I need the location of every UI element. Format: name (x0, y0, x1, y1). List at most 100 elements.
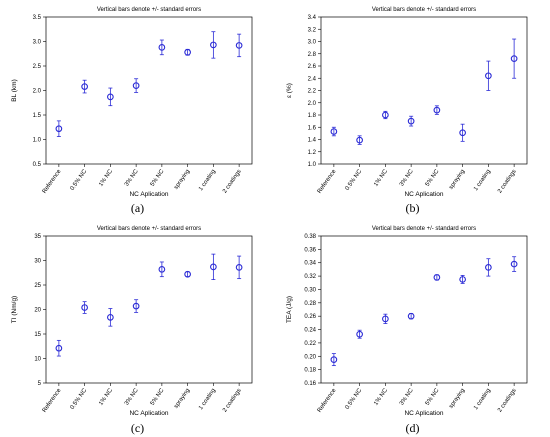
chart-c-xtick-label: 3% NC (124, 387, 140, 407)
chart-b-ytick-label: 3.2 (308, 27, 317, 33)
chart-d-plot-frame (320, 235, 528, 384)
chart-b-data-point (459, 129, 466, 137)
caption-c: (c) (130, 421, 145, 435)
chart-panel-b: Vertical bars denote +/- standard errors… (275, 0, 550, 218)
chart-a-xlabel: NC Aplication (129, 191, 168, 198)
chart-b-xtick-label: 1% NC (373, 168, 389, 188)
chart-a-data-point (235, 42, 243, 49)
chart-a-data-point (107, 93, 114, 101)
chart-c-error-bar (82, 301, 87, 314)
chart-b-xtick-label: Reference (317, 168, 338, 195)
chart-d-data-point (356, 330, 363, 338)
caption-b: (b) (405, 201, 420, 215)
chart-c-error-bar (56, 339, 61, 357)
chart-b-xtick-label: 1 coating (473, 169, 492, 192)
chart-b-ytick-label: 1.8 (308, 113, 317, 119)
chart-d-data-point (433, 274, 441, 281)
chart-d-xtick-label: 1% NC (373, 387, 389, 407)
chart-a-xtick-label: spraying (173, 169, 191, 191)
chart-b-ytick-label: 1.2 (308, 150, 317, 156)
chart-b-plot-frame (320, 16, 528, 165)
chart-d-xlabel: NC Aplication (404, 410, 443, 417)
chart-c-ytick-label: 35 (34, 234, 41, 240)
chart-b-svg: Vertical bars denote +/- standard errors… (286, 7, 528, 198)
chart-b-xtick-label: spraying (448, 169, 466, 191)
chart-c-title: Vertical bars denote +/- standard errors (97, 226, 201, 232)
chart-c-error-bar (108, 308, 113, 327)
chart-b-data-point (330, 128, 338, 135)
chart-b-data-point (510, 55, 518, 63)
chart-a-data-point (132, 82, 140, 89)
chart-d-xtick-label: 3% NC (399, 387, 415, 407)
chart-a-xtick-label: 1% NC (98, 168, 114, 188)
chart-c-data-point (158, 265, 166, 273)
chart-a-error-bar (134, 78, 139, 93)
chart-c-plot-frame (45, 235, 253, 384)
chart-a-title: Vertical bars denote +/- standard errors (97, 7, 201, 13)
chart-b-ytick-label: 1.0 (308, 162, 317, 168)
chart-c-error-bar (159, 261, 164, 278)
chart-c-error-bar (237, 255, 242, 280)
chart-c-error-bar (134, 299, 139, 313)
chart-a-xtick-label: 2 coatings (222, 169, 243, 195)
chart-c-xtick-label: 5% NC (150, 387, 166, 407)
chart-a-error-bar (82, 79, 87, 94)
chart-c-xtick-label: 0.5% NC (70, 387, 89, 411)
chart-b-error-bar (512, 38, 517, 79)
chart-d-error-bar (512, 256, 517, 272)
chart-a-data-point (81, 83, 88, 90)
chart-c-error-bar (185, 271, 190, 278)
chart-a-ytick-label: 2.0 (33, 89, 42, 95)
chart-d-data-point (459, 276, 466, 283)
chart-d-xtick-label: 5% NC (425, 387, 441, 407)
chart-b-error-bar (460, 123, 465, 142)
chart-b-ytick-label: 3.0 (308, 40, 317, 46)
chart-a-data-point (184, 48, 191, 56)
chart-panel-a: Vertical bars denote +/- standard errors… (0, 0, 275, 218)
chart-c-data-point (107, 313, 114, 321)
chart-a-ytick-label: 1.0 (33, 138, 42, 144)
chart-a-ytick-label: 1.5 (33, 113, 42, 119)
chart-a-ytick-label: 0.5 (33, 162, 42, 168)
chart-d-xtick-label: spraying (448, 388, 466, 410)
chart-c-data-point (132, 302, 140, 310)
chart-d-xtick-label: 0.5% NC (345, 387, 364, 411)
caption-a: (a) (130, 201, 145, 215)
chart-b-xtick-label: 3% NC (399, 168, 415, 188)
chart-b-title: Vertical bars denote +/- standard errors (372, 7, 476, 13)
chart-a-data-point (210, 41, 217, 49)
chart-a-error-bar (159, 39, 164, 56)
chart-d-data-point (382, 315, 389, 323)
chart-b-data-point (433, 106, 441, 114)
chart-b-data-point (485, 72, 492, 80)
chart-c-data-point (55, 344, 63, 352)
chart-d-data-point (330, 356, 338, 363)
chart-b-ytick-label: 2.8 (308, 52, 317, 58)
chart-c-error-bar (211, 253, 216, 281)
chart-b-ytick-label: 2.6 (308, 64, 317, 70)
chart-a-xtick-label: Reference (42, 168, 63, 195)
chart-b-data-point (382, 111, 389, 119)
chart-a-error-bar (108, 87, 113, 107)
chart-a-ylabel: BL (km) (11, 79, 18, 102)
caption-d: (d) (405, 421, 420, 435)
chart-c-data-point (184, 270, 191, 278)
chart-a-error-bar (211, 31, 216, 59)
chart-a-xtick-label: 0.5% NC (70, 168, 89, 192)
chart-panel-d: Vertical bars denote +/- standard errors… (275, 219, 550, 437)
chart-a-xtick-label: 3% NC (124, 168, 140, 188)
chart-b-error-bar (486, 60, 491, 91)
chart-b-xtick-label: 2 coatings (497, 169, 518, 195)
chart-c-ytick-label: 10 (34, 357, 41, 363)
chart-c-ylabel: TI (Nm/g) (11, 296, 18, 323)
chart-c-ytick-label: 5 (38, 381, 42, 387)
chart-d-title: Vertical bars denote +/- standard errors (372, 226, 476, 232)
chart-b-xtick-label: 0.5% NC (345, 168, 364, 192)
chart-b-ytick-label: 3.4 (308, 15, 317, 21)
chart-c-xtick-label: 1% NC (98, 387, 114, 407)
chart-c-data-point (81, 304, 88, 311)
chart-b-ytick-label: 2.4 (308, 76, 317, 82)
chart-b-ytick-label: 1.4 (308, 138, 317, 144)
chart-d-ytick-label: 0.38 (304, 234, 316, 240)
